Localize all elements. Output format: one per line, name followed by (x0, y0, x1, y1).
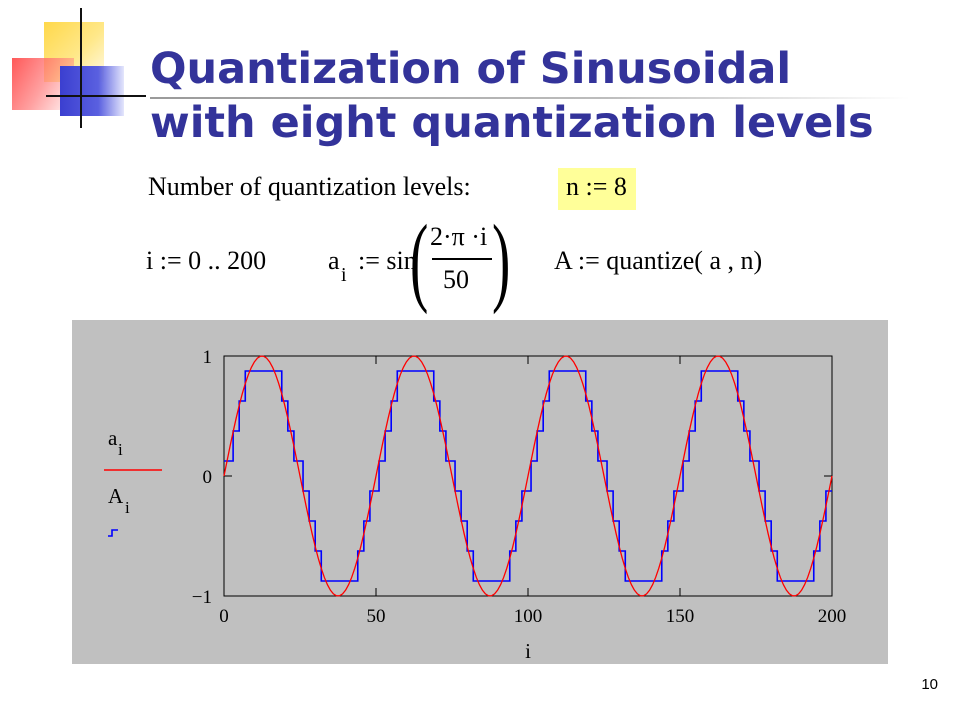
legend-A-swatch (108, 529, 118, 537)
legend-A-name: A (108, 484, 124, 508)
levels-label: Number of quantization levels: (148, 172, 471, 201)
x-tick-label: 150 (666, 606, 695, 627)
slide-title-line-2: with eight quantization levels (150, 98, 874, 148)
logo-vertical-line (80, 8, 82, 128)
fraction-denominator: 50 (443, 265, 469, 294)
x-tick-label: 200 (818, 606, 847, 627)
fraction-numerator: 2·π ·i (430, 222, 488, 251)
left-paren: ( (410, 204, 429, 315)
logo-blue-square (60, 66, 124, 116)
x-tick-label: 0 (219, 606, 229, 627)
n-highlight-box (558, 168, 636, 210)
x-tick-label: 100 (514, 606, 543, 627)
plot-panel (72, 320, 888, 664)
legend-A-sub: i (125, 498, 130, 517)
logo-horizontal-line (46, 95, 146, 97)
page-number: 10 (921, 676, 938, 693)
series-quantized-line (224, 370, 832, 582)
series-sine-line (223, 355, 833, 597)
legend-a-sub: i (118, 440, 123, 459)
i-range-definition: i := 0 .. 200 (146, 246, 267, 275)
a-subscript: i (341, 264, 347, 286)
legend-a-name: a (108, 426, 118, 450)
y-tick-label: 0 (203, 467, 213, 488)
fraction-bar (432, 258, 492, 260)
right-paren: ) (492, 204, 511, 315)
slide-logo (0, 0, 150, 130)
legend-A-label: A (108, 484, 123, 509)
title-underline (150, 97, 910, 99)
x-axis-label: i (525, 639, 531, 663)
quantization-chart: 0 50 100 150 200 1 0 −1 i (104, 347, 847, 663)
y-tick-label: 1 (203, 347, 213, 368)
x-tick-label: 50 (367, 606, 386, 627)
n-assignment: n := 8 (566, 172, 627, 201)
quantize-definition: A := quantize( a , n) (554, 246, 763, 275)
a-symbol: a (328, 246, 340, 275)
a-assign-sin: := sin (358, 246, 417, 275)
slide-title-line-1: Quantization of Sinusoidal (150, 44, 792, 94)
legend-a-label: a (108, 426, 117, 451)
y-tick-label: −1 (192, 587, 212, 608)
